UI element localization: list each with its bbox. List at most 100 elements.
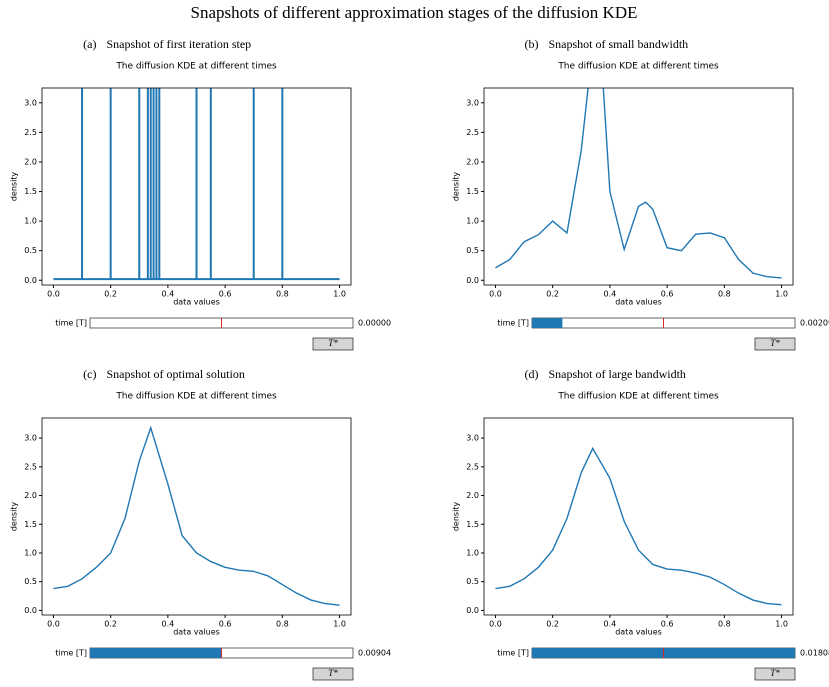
y-tick-label: 1.5 (466, 187, 479, 196)
y-tick-label: 2.0 (466, 157, 479, 166)
y-tick-label: 2.5 (24, 128, 37, 137)
y-tick-label: 1.5 (24, 187, 37, 196)
y-tick-label: 1.0 (24, 548, 37, 557)
button-label: T* (770, 668, 780, 678)
y-axis-label: density (452, 172, 461, 202)
x-tick-label: 0.6 (661, 290, 674, 299)
x-tick-label: 0.4 (162, 290, 175, 299)
y-tick-label: 0.5 (466, 246, 479, 255)
y-tick-label: 0.0 (24, 606, 37, 615)
button-label: T* (770, 338, 780, 348)
x-tick-label: 1.0 (775, 620, 788, 629)
panel-caption: Snapshot of optimal solution (107, 367, 245, 381)
x-tick-label: 0.6 (219, 620, 232, 629)
x-tick-label: 0.4 (162, 620, 175, 629)
figure-title: Snapshots of different approximation sta… (191, 3, 638, 22)
axes-title: The diffusion KDE at different times (115, 62, 277, 72)
y-tick-label: 0.0 (466, 276, 479, 285)
density-line (495, 446, 782, 606)
density-line (53, 425, 340, 606)
x-tick-label: 0.0 (489, 620, 502, 629)
axes-title: The diffusion KDE at different times (115, 392, 277, 402)
panel-caption: Snapshot of small bandwidth (549, 37, 689, 51)
y-tick-label: 2.5 (24, 462, 37, 471)
x-tick-label: 1.0 (333, 620, 346, 629)
y-tick-label: 0.5 (466, 577, 479, 586)
x-tick-label: 0.2 (104, 290, 117, 299)
y-tick-label: 2.5 (466, 462, 479, 471)
y-axis-label: density (452, 502, 461, 532)
density-line (495, 88, 782, 279)
x-tick-label: 0.8 (276, 290, 289, 299)
button[interactable] (754, 667, 796, 681)
panel-label: (b) (525, 37, 539, 51)
x-tick-label: 0.4 (604, 290, 617, 299)
x-tick-label: 0.2 (546, 290, 559, 299)
y-tick-label: 2.0 (24, 157, 37, 166)
x-tick-label: 0.0 (47, 620, 60, 629)
axes-frame (41, 417, 352, 616)
axes-title: The diffusion KDE at different times (557, 392, 719, 402)
x-axis-label: data values (173, 628, 220, 637)
slider-label: time [T] (55, 319, 87, 328)
axes-frame (41, 87, 352, 286)
y-tick-label: 1.0 (24, 217, 37, 226)
slider-label: time [T] (55, 649, 87, 658)
x-tick-label: 0.8 (718, 620, 731, 629)
slider-fill (90, 648, 222, 658)
panel-caption: Snapshot of large bandwidth (549, 367, 686, 381)
x-tick-label: 0.2 (546, 620, 559, 629)
panel-label: (c) (83, 367, 96, 381)
slider-value: 0.01808 (800, 649, 829, 658)
x-tick-label: 0.0 (47, 290, 60, 299)
y-tick-label: 1.0 (466, 217, 479, 226)
slider-value: 0.00904 (358, 649, 391, 658)
panel-label: (d) (525, 367, 539, 381)
y-tick-label: 3.0 (24, 98, 37, 107)
axes-frame (483, 87, 794, 286)
y-tick-label: 1.5 (466, 520, 479, 529)
panel-caption: Snapshot of first iteration step (107, 37, 252, 51)
slider-label: time [T] (497, 649, 529, 658)
y-tick-label: 1.5 (24, 520, 37, 529)
x-tick-label: 0.4 (604, 620, 617, 629)
slider-label: time [T] (497, 319, 529, 328)
button[interactable] (754, 337, 796, 351)
y-tick-label: 3.0 (24, 434, 37, 443)
density-line (53, 88, 340, 281)
slider-value: 0.00209 (800, 319, 829, 328)
slider-value: 0.00000 (358, 319, 391, 328)
y-axis-label: density (10, 172, 19, 202)
x-tick-label: 0.6 (661, 620, 674, 629)
button-label: T* (328, 338, 338, 348)
y-tick-label: 2.0 (466, 491, 479, 500)
button[interactable] (312, 667, 354, 681)
x-axis-label: data values (615, 628, 662, 637)
panel-label: (a) (83, 37, 96, 51)
axes-title: The diffusion KDE at different times (557, 62, 719, 72)
x-tick-label: 1.0 (333, 290, 346, 299)
button-label: T* (328, 668, 338, 678)
x-tick-label: 0.8 (718, 290, 731, 299)
button[interactable] (312, 337, 354, 351)
y-tick-label: 0.5 (24, 577, 37, 586)
x-tick-label: 1.0 (775, 290, 788, 299)
y-tick-label: 3.0 (466, 98, 479, 107)
y-tick-label: 3.0 (466, 434, 479, 443)
y-tick-label: 1.0 (466, 548, 479, 557)
y-tick-label: 0.5 (24, 246, 37, 255)
x-tick-label: 0.0 (489, 290, 502, 299)
x-tick-label: 0.8 (276, 620, 289, 629)
y-tick-label: 0.0 (24, 276, 37, 285)
y-tick-label: 2.0 (24, 491, 37, 500)
slider-fill (532, 318, 563, 328)
x-tick-label: 0.2 (104, 620, 117, 629)
axes-frame (483, 417, 794, 616)
x-axis-label: data values (615, 298, 662, 307)
y-axis-label: density (10, 502, 19, 532)
y-tick-label: 0.0 (466, 606, 479, 615)
y-tick-label: 2.5 (466, 128, 479, 137)
x-tick-label: 0.6 (219, 290, 232, 299)
x-axis-label: data values (173, 298, 220, 307)
